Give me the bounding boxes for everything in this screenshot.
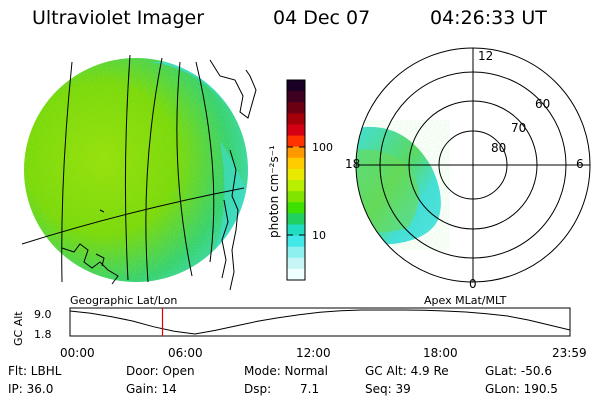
altitude-timeline — [69, 307, 571, 337]
colorbar-stripe — [287, 168, 305, 181]
glat-info: GLat: -50.6 — [485, 364, 552, 378]
colorbar-unit-label: photon cm⁻²s⁻¹ — [267, 145, 281, 238]
altitude-curve — [69, 309, 571, 335]
xtick-1200: 12:00 — [296, 346, 331, 360]
colorbar-tick-10: 10 — [312, 229, 326, 242]
xtick-0600: 06:00 — [168, 346, 203, 360]
timeline-ylabel: GC Alt — [12, 311, 25, 346]
mode-info: Mode: Normal — [244, 364, 328, 378]
dsp-label: Dsp: — [244, 382, 272, 396]
seq-info: Seq: 39 — [365, 382, 411, 396]
timeline-frame — [69, 307, 571, 337]
date-label: 04 Dec 07 — [273, 7, 371, 29]
colorbar-stripe — [287, 135, 305, 148]
colorbar-stripe — [287, 235, 305, 248]
polar-grid — [355, 47, 591, 283]
instrument-title: Ultraviolet Imager — [32, 7, 205, 29]
xtick-2359: 23:59 — [552, 346, 587, 360]
gain-info: Gain: 14 — [126, 382, 177, 396]
colorbar-stripe — [287, 113, 305, 126]
colorbar-stripe — [287, 257, 305, 270]
geographic-image — [21, 54, 257, 291]
colorbar-stripe — [287, 224, 305, 237]
colorbar-stripe — [287, 180, 305, 192]
meridian-lines — [61, 54, 215, 283]
colorbar-stripe — [287, 124, 305, 137]
filter-info: Flt: LBHL — [8, 364, 62, 378]
colorbar-stripe — [287, 191, 305, 203]
coastlines — [61, 59, 257, 291]
polar-plot — [355, 47, 591, 283]
timeline-ytick-top: 9.0 — [34, 308, 52, 321]
glon-info: GLon: 190.5 — [485, 382, 558, 396]
colorbar-stripe — [287, 157, 305, 170]
colorbar-tick-100: 100 — [312, 141, 333, 154]
gc-alt-info: GC Alt: 4.9 Re — [365, 364, 449, 378]
colorbar — [286, 79, 306, 281]
mlt-label-0: 0 — [469, 277, 477, 291]
right-panel-caption: Apex MLat/MLT — [424, 294, 507, 307]
xtick-1800: 18:00 — [423, 346, 458, 360]
colorbar-stripe — [287, 91, 305, 103]
colorbar-stripe — [287, 213, 305, 226]
mlt-label-12: 12 — [478, 49, 493, 63]
colorbar-stripe — [287, 246, 305, 259]
left-panel-caption: Geographic Lat/Lon — [70, 294, 177, 307]
mlat-label-80: 80 — [491, 141, 506, 155]
colorbar-stripe — [287, 268, 305, 281]
colorbar-stripe — [287, 202, 305, 214]
mlat-label-60: 60 — [535, 97, 550, 111]
timeline-ytick-bottom: 1.8 — [34, 328, 52, 341]
latitude-line — [21, 187, 245, 245]
xtick-0000: 00:00 — [60, 346, 95, 360]
time-label: 04:26:33 UT — [430, 7, 547, 29]
dsp-value: 7.1 — [300, 382, 320, 396]
colorbar-stripe — [287, 146, 305, 159]
door-info: Door: Open — [126, 364, 195, 378]
colorbar-stripe — [287, 80, 305, 92]
colorbar-stripe — [287, 102, 305, 114]
mlt-label-6: 6 — [576, 157, 584, 171]
ip-info: IP: 36.0 — [8, 382, 54, 396]
mlt-label-18: 18 — [345, 157, 360, 171]
mlat-label-70: 70 — [511, 121, 526, 135]
